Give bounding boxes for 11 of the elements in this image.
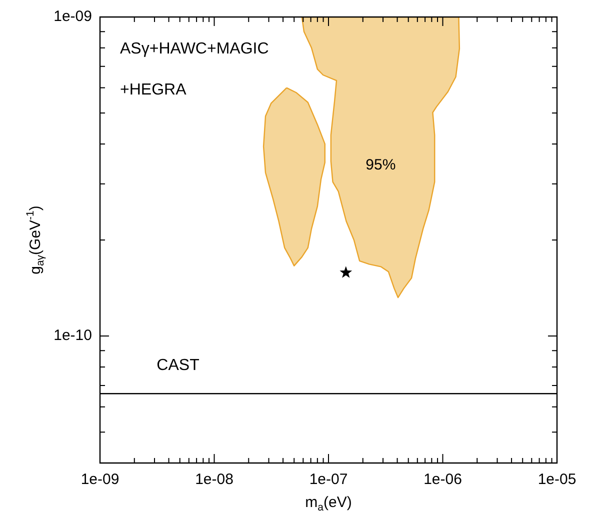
y-tick-label: 1e-10 [54,327,92,344]
x-tick-label: 1e-06 [424,471,462,488]
x-tick-label: 1e-09 [80,471,120,488]
annotation: +HEGRA [120,81,187,98]
x-tick-label: 1e-08 [195,471,234,488]
y-axis-title: gaγ(GeV-1) [24,206,46,274]
ref-line-label: CAST [156,357,200,374]
x-tick-label: 1e-07 [309,471,348,488]
x-tick-label: 1e-05 [538,471,576,488]
annotation: ASγ+HAWC+MAGIC [120,40,269,58]
annotation: 95% [366,156,396,174]
